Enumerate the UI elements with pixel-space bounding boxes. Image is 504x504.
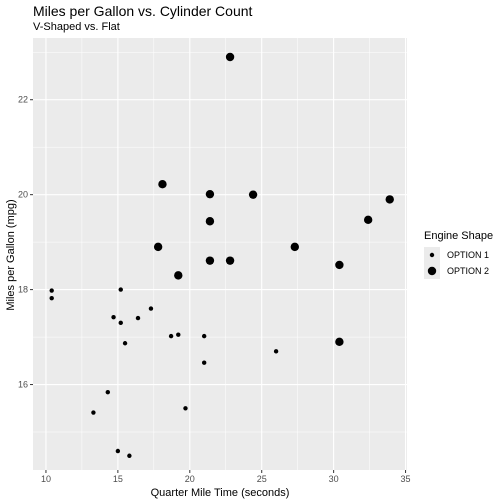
data-point	[290, 242, 299, 252]
data-point	[118, 320, 123, 326]
data-point	[225, 52, 235, 62]
y-tick-label: 18	[18, 285, 28, 295]
x-tick-label: 30	[329, 474, 339, 484]
data-point	[201, 360, 207, 365]
data-point	[205, 217, 215, 226]
data-point	[168, 333, 174, 339]
data-point	[335, 337, 344, 347]
data-point	[248, 190, 258, 199]
data-point	[176, 332, 181, 337]
grid-lines	[33, 38, 407, 470]
data-point	[225, 256, 235, 265]
plot-panel	[33, 38, 407, 470]
x-tick-label: 35	[401, 474, 411, 484]
y-tick-label: 20	[18, 190, 28, 200]
data-point	[153, 242, 163, 252]
data-point	[111, 314, 116, 320]
data-point	[335, 260, 344, 270]
legend-symbol	[427, 266, 437, 276]
data-point	[273, 349, 279, 354]
chart-subtitle: V-Shaped vs. Flat	[33, 21, 120, 33]
data-point	[158, 180, 167, 189]
y-axis-ticks: 16 18 20 22	[18, 95, 33, 390]
x-tick-label: 15	[113, 474, 123, 484]
data-point	[122, 341, 128, 346]
x-axis-ticks: 10 15 20 25 30 35	[41, 470, 411, 484]
legend: Engine Shape OPTION 1 OPTION 2	[424, 230, 493, 279]
data-point	[127, 453, 132, 458]
data-point	[201, 333, 207, 339]
data-point	[115, 448, 121, 454]
legend-label: OPTION 2	[447, 266, 489, 276]
data-point	[363, 215, 373, 225]
chart-title: Miles per Gallon vs. Cylinder Count	[33, 3, 253, 19]
data-points	[49, 52, 394, 458]
data-point	[148, 306, 154, 311]
x-tick-label: 10	[41, 474, 51, 484]
data-point	[385, 195, 394, 204]
legend-title: Engine Shape	[424, 230, 493, 242]
data-point	[174, 271, 183, 280]
data-point	[49, 295, 54, 301]
y-tick-label: 16	[18, 380, 28, 390]
data-point	[135, 315, 141, 321]
data-point	[205, 256, 215, 265]
x-axis-title: Quarter Mile Time (seconds)	[151, 487, 290, 499]
data-point	[183, 406, 188, 411]
data-point	[118, 287, 123, 292]
data-point	[105, 389, 111, 395]
data-point	[49, 288, 54, 293]
x-tick-label: 25	[257, 474, 267, 484]
y-tick-label: 22	[18, 95, 28, 105]
data-point	[205, 189, 215, 199]
x-tick-label: 20	[185, 474, 195, 484]
legend-symbol	[429, 252, 435, 258]
y-axis-title: Miles per Gallon (mpg)	[5, 199, 17, 310]
legend-label: OPTION 1	[447, 250, 489, 260]
data-point	[91, 410, 96, 415]
